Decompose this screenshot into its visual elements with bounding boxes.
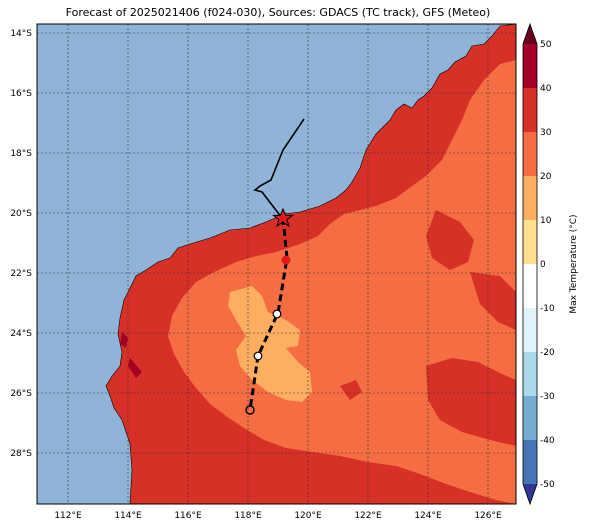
colorbar-top-arrow: [523, 24, 537, 44]
lat-tick-label: 28°S: [10, 449, 32, 459]
lon-tick-label: 120°E: [294, 511, 322, 521]
colorbar-tick-label: 40: [540, 84, 552, 94]
colorbar-tick-labels: 50 40 30 20 10 0 -10 -20 -30 -40 -50: [540, 40, 555, 490]
lat-tick-label: 24°S: [10, 329, 32, 339]
current-position-star-icon: [272, 207, 294, 228]
map-area: [37, 24, 516, 504]
lat-tick-label: 18°S: [10, 149, 32, 159]
colorbar-segment: [523, 44, 537, 88]
forecast-point-marker: [272, 309, 282, 319]
colorbar-tick-label: 0: [540, 260, 546, 270]
colorbar-tick-label: 10: [540, 216, 552, 226]
chart-title: Forecast of 2025021406 (f024-030), Sourc…: [65, 6, 491, 19]
grid-lines: [37, 24, 516, 504]
lon-tick-label: 122°E: [354, 511, 382, 521]
lon-tick-label: 118°E: [234, 511, 262, 521]
forecast-point-marker: [245, 405, 255, 415]
colorbar: 50 40 30 20 10 0 -10 -20 -30 -40 -50 Max…: [522, 22, 579, 506]
colorbar-tick-label: -20: [540, 348, 555, 358]
colorbar-segment: [523, 264, 537, 308]
past-track-line: [253, 118, 305, 219]
land-region: [426, 210, 474, 270]
land-region: [340, 380, 362, 400]
colorbar-tick-label: 20: [540, 172, 552, 182]
lat-tick-label: 16°S: [10, 89, 32, 99]
colorbar-segment: [523, 132, 537, 176]
cyclone-track: [245, 118, 305, 415]
hot-spot: [128, 358, 142, 378]
colorbar-segment: [523, 396, 537, 440]
map-frame: [36, 23, 517, 505]
colorbar-segment: [523, 88, 537, 132]
lon-tick-label: 114°E: [114, 511, 142, 521]
colorbar-outline: [522, 22, 538, 506]
colorbar-tick-label: 50: [540, 40, 552, 50]
forecast-track-line: [248, 217, 289, 411]
colorbar-tick-label: -50: [540, 480, 555, 490]
colorbar-tick-label: -30: [540, 392, 555, 402]
colorbar-label: Max Temperature (°C): [569, 214, 579, 313]
forecast-point-marker: [281, 255, 291, 265]
lon-tick-label: 116°E: [174, 511, 202, 521]
land-region: [426, 358, 516, 446]
colorbar-segment: [523, 220, 537, 264]
lon-tick-label: 112°E: [54, 511, 82, 521]
land-mild-region: [228, 286, 312, 402]
colorbar-segment: [523, 176, 537, 220]
colorbar-tick-label: -10: [540, 304, 555, 314]
lat-tick-label: 20°S: [10, 209, 32, 219]
lat-tick-label: 14°S: [10, 29, 32, 39]
colorbar-bottom-arrow: [523, 484, 537, 504]
colorbar-tick-label: 30: [540, 128, 552, 138]
lon-tick-labels: 112°E 114°E 116°E 118°E 120°E 122°E 124°…: [54, 511, 502, 521]
land-region: [314, 472, 334, 488]
land-region: [470, 272, 516, 330]
colorbar-segment: [523, 352, 537, 396]
lon-tick-label: 126°E: [474, 511, 502, 521]
lat-tick-labels: 14°S 16°S 18°S 20°S 22°S 24°S 26°S 28°S: [10, 29, 32, 459]
lon-tick-label: 124°E: [414, 511, 442, 521]
colorbar-tick-label: -40: [540, 436, 555, 446]
hot-spot: [120, 332, 128, 348]
colorbar-segment: [523, 440, 537, 484]
colorbar-segment: [523, 308, 537, 352]
lat-tick-label: 22°S: [10, 269, 32, 279]
lat-tick-label: 26°S: [10, 389, 32, 399]
forecast-point-marker: [253, 351, 263, 361]
